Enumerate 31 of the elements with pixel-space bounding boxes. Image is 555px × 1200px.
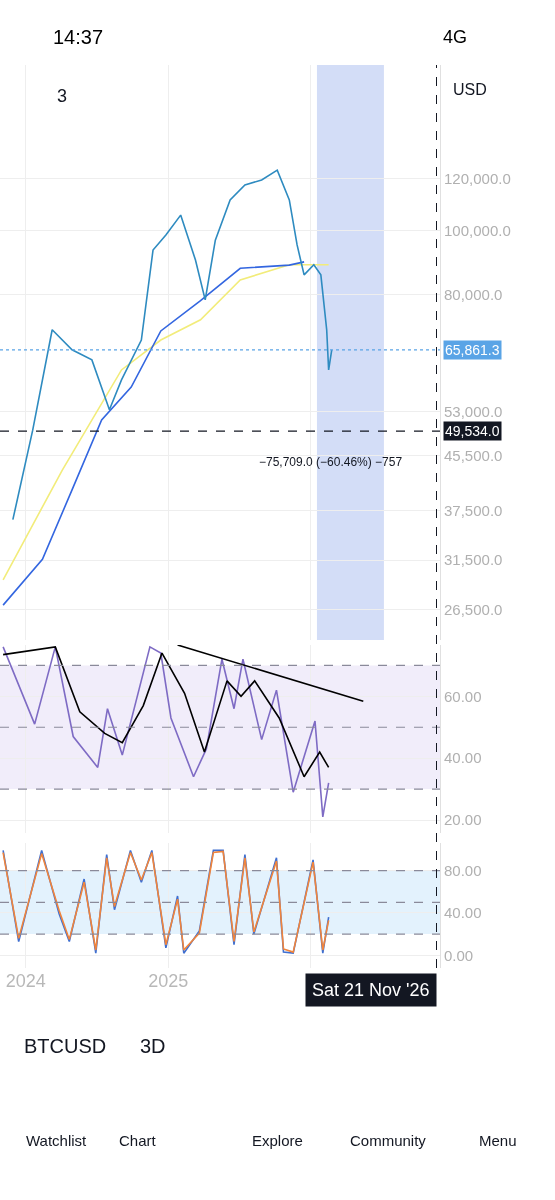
annotation: −75,709.0 (−60.46%) −757 bbox=[259, 455, 403, 469]
y-tick-label: 120,000.0 bbox=[444, 170, 511, 188]
ref-line-label: 49,534.0 bbox=[445, 423, 500, 439]
text: Explore bbox=[252, 1132, 303, 1149]
text: USD bbox=[453, 81, 487, 98]
y-tick-label: 80.00 bbox=[444, 861, 482, 879]
y-tick-label: 80,000.0 bbox=[444, 285, 503, 303]
y-tick-label: 20.00 bbox=[444, 811, 482, 829]
y-tick-label: 53,000.0 bbox=[444, 403, 503, 421]
text: Community bbox=[350, 1132, 427, 1149]
x-tick-label: 2025 bbox=[148, 971, 189, 991]
y-tick-label: 100,000.0 bbox=[444, 222, 511, 240]
y-tick-label: 26,500.0 bbox=[444, 600, 503, 618]
text: 4G bbox=[443, 27, 468, 47]
text: BTCUSD bbox=[24, 1035, 107, 1057]
y-tick-label: 31,500.0 bbox=[444, 551, 503, 569]
y-tick-label: 37,500.0 bbox=[444, 501, 503, 519]
y-tick-label: 40.00 bbox=[444, 749, 482, 767]
y-tick-label: 60.00 bbox=[444, 687, 482, 705]
text: Chart bbox=[119, 1132, 157, 1149]
text: Watchlist bbox=[26, 1132, 88, 1149]
x-tick-label: 2024 bbox=[5, 971, 46, 991]
text: 3D bbox=[140, 1035, 166, 1057]
ref-line-label: Sat 21 Nov '26 bbox=[312, 980, 430, 1000]
text: Menu bbox=[479, 1132, 517, 1149]
y-tick-label: 45,500.0 bbox=[444, 446, 503, 464]
ref-line-label: 65,861.3 bbox=[445, 342, 500, 358]
text: 14:37 bbox=[53, 26, 104, 48]
annotation: 3 bbox=[57, 86, 68, 106]
y-tick-label: 40.00 bbox=[444, 904, 482, 922]
y-tick-label: 0.00 bbox=[444, 946, 474, 964]
